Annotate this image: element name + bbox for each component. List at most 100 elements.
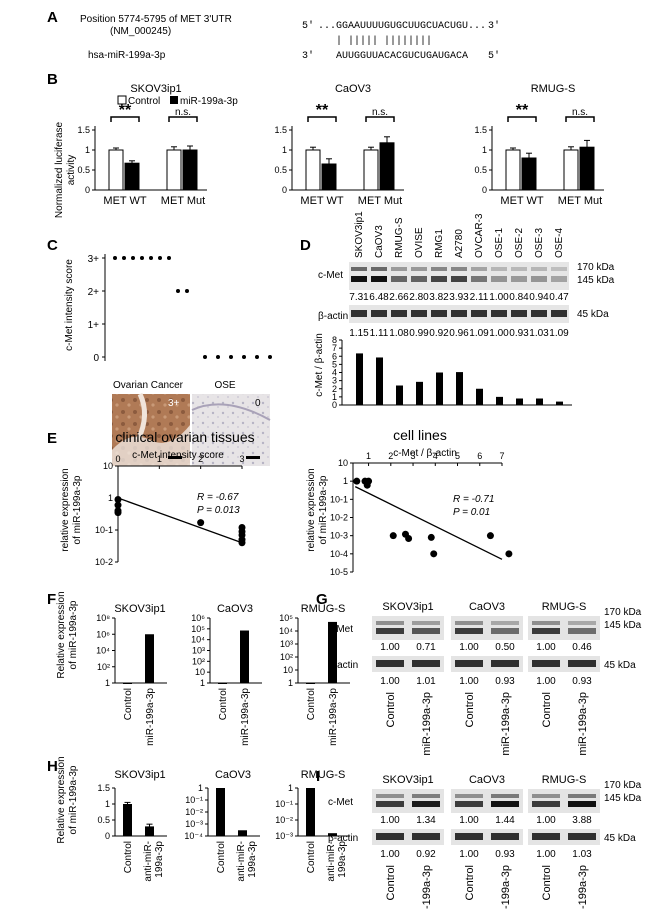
band-bactin <box>471 310 487 317</box>
band-bactin <box>411 310 427 317</box>
band-bactin <box>431 310 447 317</box>
band-170 <box>455 621 483 625</box>
cmet-value: 2.11 <box>470 292 489 303</box>
data-point <box>255 355 259 359</box>
y-tick-label: 10⁵ <box>279 613 293 623</box>
bactin-value: 0.93 <box>495 849 515 860</box>
ihc-score-3plus: 3+ <box>168 398 180 409</box>
x-tick-label: Control <box>306 841 317 873</box>
group-label: CaOV3 <box>469 774 505 786</box>
h-ylabel-1: Relative expression <box>56 756 67 843</box>
y-tick-label: 10 <box>283 665 293 675</box>
band-145 <box>371 276 387 282</box>
cell-line-label: OVISE <box>414 227 425 258</box>
d-bactin-blot <box>349 305 569 323</box>
cmet-value: 0.71 <box>416 642 436 653</box>
group-ovarian-cancer: Ovarian Cancer <box>113 380 184 391</box>
chart-b1: SKOV3ip1 0 0.5 1 1.5 MET WT ** MET Mut n.s. <box>77 83 207 207</box>
band-170 <box>532 621 560 625</box>
panel-c-label: C <box>47 237 58 254</box>
lane-label: Control <box>385 865 397 900</box>
bar <box>516 398 523 405</box>
band-bactin <box>412 833 440 840</box>
bactin-value: 1.03 <box>529 328 549 339</box>
x-tick-label: Control <box>123 688 134 720</box>
chart-title: RMUG-S <box>301 769 346 781</box>
panel-e: E clinical ovarian tissues c-Met intensi… <box>47 427 513 577</box>
bactin-value: 1.00 <box>536 849 556 860</box>
y-tick-label: 10⁻¹ <box>185 795 203 805</box>
data-point <box>389 532 397 540</box>
y-tick-label: 0.5 <box>97 815 110 825</box>
x-tick-label: 7 <box>499 451 504 461</box>
legend-control-swatch <box>117 95 127 105</box>
y-tick-label: 1 <box>332 392 337 402</box>
bactin-value: 1.08 <box>389 328 409 339</box>
ihc-image-ose: 0 <box>191 394 271 466</box>
chart-f3: RMUG-S 1 10 10² 10³ 10⁴ 10⁵ Control miR-199a-3p <box>279 603 350 746</box>
band-170 <box>491 794 519 798</box>
e-right-ylabel-2: of miR-199a-3p <box>318 475 329 544</box>
y-tick-label: 1 <box>288 783 293 793</box>
data-point <box>167 256 171 260</box>
sig-label: ** <box>119 102 132 119</box>
band-145 <box>431 276 447 282</box>
data-point <box>131 256 135 260</box>
data-point <box>486 532 494 540</box>
bar <box>416 381 423 405</box>
lane-label: anti-miR-199a-3p <box>421 865 433 909</box>
band-170 <box>451 267 467 271</box>
chart-title: SKOV3ip1 <box>130 83 181 95</box>
band-170 <box>391 267 407 271</box>
d-cmet-values: 7.31 6.48 2.66 2.80 3.82 3.93 2.11 1.00 0.84 0.94… <box>349 292 569 303</box>
bar <box>321 163 337 191</box>
cmet-value: 7.31 <box>349 292 369 303</box>
cmet-value: 1.00 <box>536 815 556 826</box>
cmet-value: 2.80 <box>409 292 429 303</box>
x-tick-label: anti-miR- <box>143 841 154 882</box>
y-tick-label: 10 <box>195 667 205 677</box>
y-tick-label: 10-3 <box>330 531 348 541</box>
y-tick-label: 1 <box>85 145 90 155</box>
e-right-title: cell lines <box>393 427 447 443</box>
bar <box>216 788 225 836</box>
x-tick-label: MET WT <box>300 195 343 207</box>
band-170 <box>551 267 567 271</box>
y-tick-label: 10² <box>97 662 110 672</box>
y-tick-label: 10⁻² <box>275 815 293 825</box>
x-tick-label: 4 <box>433 451 438 461</box>
y-tick-label: 2 <box>332 384 337 394</box>
y-tick-label: 0.5 <box>474 165 487 175</box>
data-point <box>176 289 180 293</box>
cell-line-label: OSE-4 <box>554 228 565 258</box>
ihc-score-0: 0 <box>255 398 261 409</box>
panel-b-label: B <box>47 71 58 88</box>
y-tick-label: 10 <box>338 458 348 468</box>
x-tick-label: 199a-3p <box>247 841 258 878</box>
y-tick-label: 10-4 <box>330 549 348 559</box>
x-tick-label: Control <box>216 841 227 873</box>
band-170 <box>491 267 507 271</box>
chart-title: SKOV3ip1 <box>114 769 165 781</box>
bar <box>376 357 383 405</box>
data-point <box>405 534 413 542</box>
band-bactin <box>568 833 596 840</box>
bar <box>166 149 182 191</box>
d-cmet-label: c-Met <box>318 270 343 281</box>
scale-bar <box>246 456 260 459</box>
band-145 <box>391 276 407 282</box>
chart-e-left: 0 1 2 3 10 1 10-1 10-2 <box>95 454 246 567</box>
lane-label: Control <box>385 692 397 727</box>
bar <box>124 162 140 191</box>
cell-line-label: OSE-2 <box>514 228 525 258</box>
bar <box>123 683 132 684</box>
band-145 <box>455 801 483 807</box>
y-tick-label: 10⁻³ <box>185 819 203 829</box>
bar <box>579 146 595 191</box>
y-tick-label: 10⁸ <box>96 613 110 623</box>
bactin-value: 0.96 <box>449 328 469 339</box>
y-tick-label: 0 <box>85 185 90 195</box>
band-170 <box>511 267 527 271</box>
band-170 <box>531 267 547 271</box>
data-point <box>113 256 117 260</box>
